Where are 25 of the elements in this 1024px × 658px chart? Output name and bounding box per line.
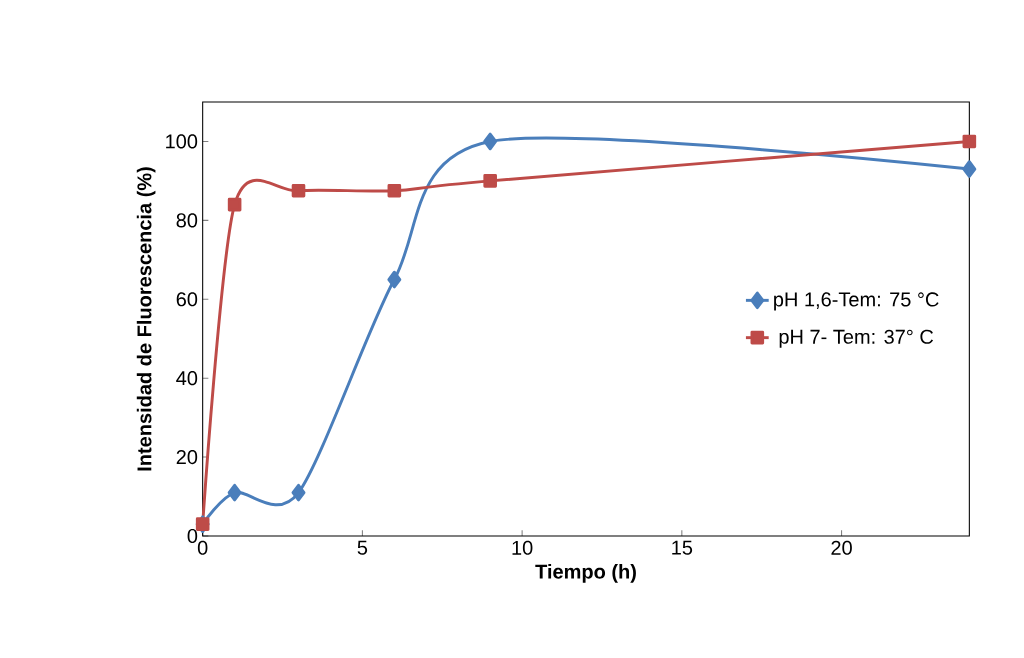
point [227,483,242,502]
x-tick-label: 0 [197,540,208,555]
point [291,183,306,198]
y-tick-label: 0 [187,528,198,544]
y-axis-title: Intensidad de Fluorescencia (%) [136,167,156,471]
y-tick-label: 40 [176,371,198,386]
y-tick-label: 100 [166,134,198,149]
x-axis-title: Tiempo (h) [535,564,636,583]
legend-label: pH 1,6-Tem: 75 °C [774,292,939,311]
x-tick-label: 5 [357,540,368,555]
point [387,270,402,289]
x-tick-label: 20 [831,540,852,555]
point [387,183,402,198]
point [962,160,977,178]
x-tick-label: 10 [512,540,533,555]
point [962,134,977,149]
y-tick-label: 20 [176,450,198,465]
y-tick-label: 60 [176,292,198,307]
point [227,197,242,212]
point [483,174,497,188]
point [483,132,498,151]
point [291,483,306,502]
legend-label: pH 7- Tem: 37° C [779,329,934,348]
y-tick-label: 80 [176,213,198,228]
x-tick-label: 15 [672,540,693,555]
